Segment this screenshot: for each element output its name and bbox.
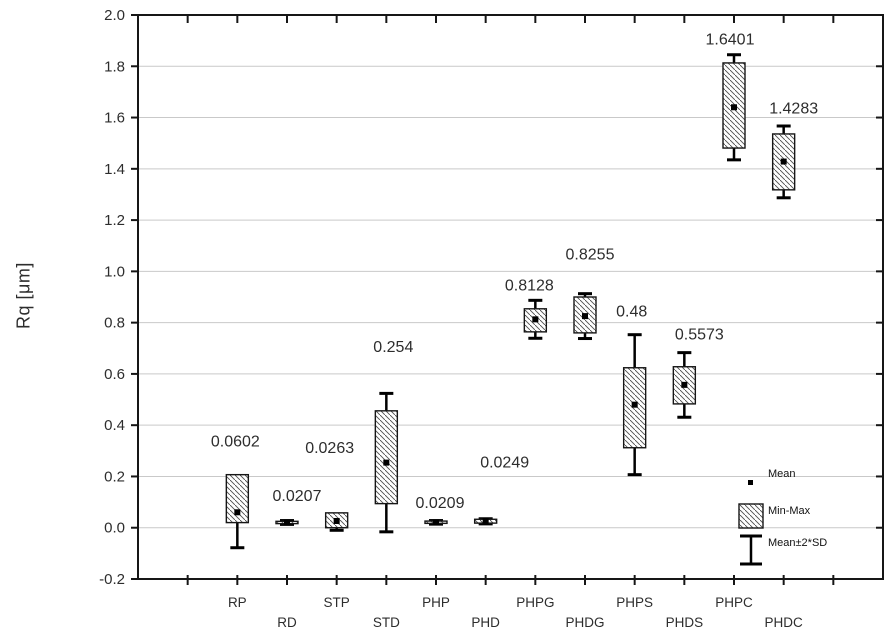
legend-label-minmax: Min-Max xyxy=(768,505,811,517)
mean-marker xyxy=(284,519,290,526)
y-tick-label: 1.2 xyxy=(104,212,125,229)
y-tick-label: 2.0 xyxy=(104,7,125,24)
y-tick-label: 1.4 xyxy=(104,161,125,178)
box-group-PHPS: 0.48 xyxy=(616,303,647,477)
x-category-label-PHDG: PHDG xyxy=(565,615,604,630)
box-group-PHDS: 0.5573 xyxy=(672,326,724,419)
mean-marker xyxy=(333,517,340,524)
y-tick-label: 0.6 xyxy=(104,366,125,383)
box-group-STP: 0.0263 xyxy=(305,440,354,532)
x-category-label-RP: RP xyxy=(228,595,247,610)
y-tick-label: -0.2 xyxy=(99,571,125,588)
value-label: 0.48 xyxy=(616,303,647,320)
box-group-PHPC: 1.6401 xyxy=(706,32,755,162)
plot-frame xyxy=(137,14,884,580)
value-label: 0.8128 xyxy=(505,277,554,294)
y-tick-label: 1.8 xyxy=(104,58,125,75)
box-group-PHDG: 0.8255 xyxy=(566,246,615,341)
box-group-PHDC: 1.4283 xyxy=(769,101,818,200)
legend-label-mean2sd: Mean±2*SD xyxy=(768,537,827,549)
y-axis-title: Rq [μm] xyxy=(13,262,34,329)
value-label: 0.0602 xyxy=(211,433,260,450)
mean-marker xyxy=(731,104,737,111)
mean-marker xyxy=(433,519,439,526)
value-label: 1.4283 xyxy=(769,101,818,118)
minmax-box xyxy=(225,473,250,524)
y-tick-label: 1.0 xyxy=(104,263,125,280)
x-category-label-PHPG: PHPG xyxy=(516,595,554,610)
x-category-label-PHP: PHP xyxy=(422,595,450,610)
y-tick-label: 1.6 xyxy=(104,110,125,127)
mean-marker xyxy=(234,509,241,516)
y-tick-label: 0.8 xyxy=(104,315,125,332)
legend-mean-marker xyxy=(748,480,753,485)
box-group-PHD: 0.0249 xyxy=(473,454,529,526)
y-tick-label: 0.4 xyxy=(104,417,125,434)
legend-label-mean: Mean xyxy=(768,468,796,480)
x-category-label-STD: STD xyxy=(373,615,400,630)
legend: Mean Min-Max Mean±2*SD xyxy=(738,468,827,566)
minmax-box xyxy=(622,367,647,449)
value-label: 0.254 xyxy=(373,339,413,356)
mean-marker xyxy=(780,158,787,165)
box-group-RD: 0.0207 xyxy=(273,488,322,526)
mean-marker xyxy=(681,381,688,388)
mean-marker xyxy=(482,518,489,525)
box-group-PHPG: 0.8128 xyxy=(505,277,554,340)
x-category-label-PHD: PHD xyxy=(471,615,500,630)
minmax-box xyxy=(374,410,399,505)
x-category-label-PHPS: PHPS xyxy=(616,595,653,610)
value-label: 0.0207 xyxy=(273,488,322,505)
box-group-RP: 0.0602 xyxy=(211,433,260,550)
x-category-label-PHDC: PHDC xyxy=(765,615,804,630)
value-label: 0.0209 xyxy=(416,495,465,512)
value-label: 0.5573 xyxy=(675,326,724,343)
value-label: 0.8255 xyxy=(566,246,615,263)
value-label: 0.0263 xyxy=(305,440,354,457)
mean-marker xyxy=(582,313,588,320)
value-label: 1.6401 xyxy=(706,32,755,49)
y-tick-label: 0.2 xyxy=(104,468,125,485)
legend-minmax-swatch xyxy=(738,503,764,529)
x-category-label-STP: STP xyxy=(324,595,350,610)
y-tick-label: 0.0 xyxy=(104,520,125,537)
box-group-PHP: 0.0209 xyxy=(416,495,465,526)
x-category-label-PHDS: PHDS xyxy=(666,615,704,630)
mean-marker xyxy=(383,459,390,466)
mean-marker xyxy=(631,401,638,408)
mean-marker xyxy=(532,316,539,323)
box-group-STD: 0.254 xyxy=(373,339,413,534)
x-category-label-PHPC: PHPC xyxy=(715,595,753,610)
value-label: 0.0249 xyxy=(480,454,529,471)
x-category-label-RD: RD xyxy=(277,615,297,630)
